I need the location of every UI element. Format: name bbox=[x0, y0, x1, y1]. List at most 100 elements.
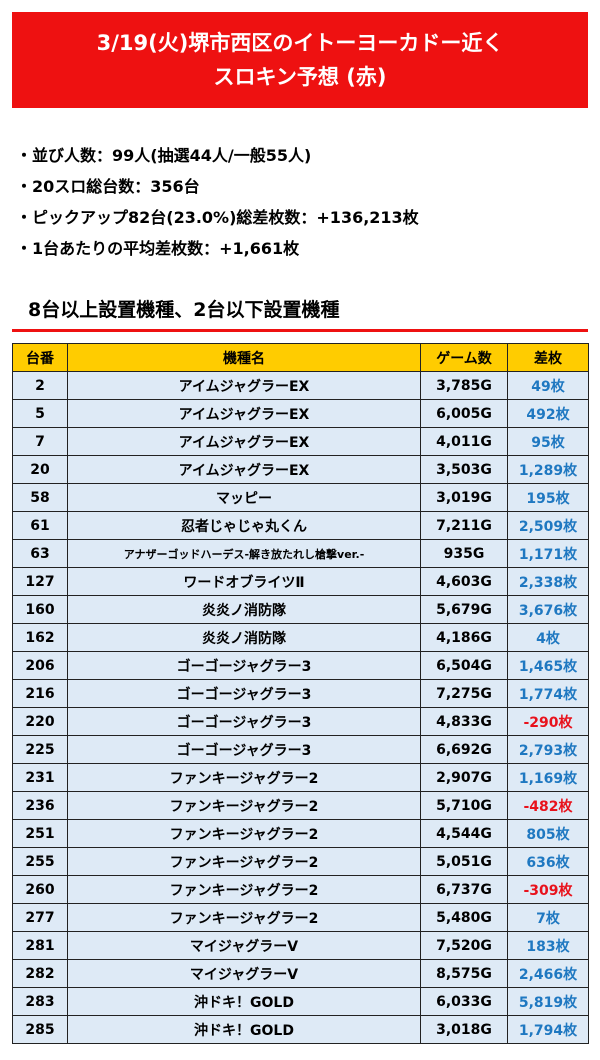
cell-machine-number: 260 bbox=[12, 875, 68, 904]
table-row: 216 ゴーゴージャグラー3 7,275G 1,774枚 bbox=[12, 679, 589, 708]
stat-average-diff: ・1台あたりの平均差枚数：+1,661枚 bbox=[16, 239, 300, 258]
table-row: 283 沖ドキ！GOLD 6,033G 5,819枚 bbox=[12, 987, 589, 1016]
cell-machine-name: アナザーゴッドハーデス-解き放たれし槍撃ver.- bbox=[67, 539, 421, 568]
cell-machine-number: 58 bbox=[12, 483, 68, 512]
cell-difference: 1,171枚 bbox=[507, 539, 589, 568]
table-header-row: 台番 機種名 ゲーム数 差枚 bbox=[12, 343, 589, 372]
table-row: 277 ファンキージャグラー2 5,480G 7枚 bbox=[12, 903, 589, 932]
header-machine-number: 台番 bbox=[12, 343, 68, 372]
cell-difference: 492枚 bbox=[507, 399, 589, 428]
cell-machine-name: ゴーゴージャグラー3 bbox=[67, 735, 421, 764]
cell-game-count: 6,504G bbox=[420, 651, 508, 680]
cell-difference: 636枚 bbox=[507, 847, 589, 876]
cell-machine-name: ゴーゴージャグラー3 bbox=[67, 679, 421, 708]
cell-machine-name: マッピー bbox=[67, 483, 421, 512]
cell-game-count: 5,679G bbox=[420, 595, 508, 624]
title-line-2: スロキン予想 (赤) bbox=[213, 65, 387, 89]
cell-machine-name: アイムジャグラーEX bbox=[67, 455, 421, 484]
cell-machine-number: 206 bbox=[12, 651, 68, 680]
cell-machine-number: 236 bbox=[12, 791, 68, 820]
section-title: 8台以上設置機種、2台以下設置機種 bbox=[12, 292, 588, 332]
table-row: 220 ゴーゴージャグラー3 4,833G -290枚 bbox=[12, 707, 589, 736]
cell-difference: 1,794枚 bbox=[507, 1015, 589, 1044]
table-row: 63 アナザーゴッドハーデス-解き放たれし槍撃ver.- 935G 1,171枚 bbox=[12, 539, 589, 568]
cell-difference: 195枚 bbox=[507, 483, 589, 512]
stat-queue-count: ・並び人数：99人(抽選44人/一般55人) bbox=[16, 146, 312, 165]
cell-machine-number: 225 bbox=[12, 735, 68, 764]
cell-machine-name: ゴーゴージャグラー3 bbox=[67, 651, 421, 680]
cell-machine-name: 沖ドキ！GOLD bbox=[67, 987, 421, 1016]
cell-difference: 5,819枚 bbox=[507, 987, 589, 1016]
cell-machine-name: ファンキージャグラー2 bbox=[67, 819, 421, 848]
cell-game-count: 3,785G bbox=[420, 371, 508, 400]
table-row: 285 沖ドキ！GOLD 3,018G 1,794枚 bbox=[12, 1015, 589, 1044]
cell-game-count: 935G bbox=[420, 539, 508, 568]
cell-difference: 3,676枚 bbox=[507, 595, 589, 624]
cell-machine-name: 沖ドキ！GOLD bbox=[67, 1015, 421, 1044]
cell-machine-number: 251 bbox=[12, 819, 68, 848]
cell-machine-name: マイジャグラーV bbox=[67, 931, 421, 960]
cell-machine-name: 炎炎ノ消防隊 bbox=[67, 623, 421, 652]
table-body: 2 アイムジャグラーEX 3,785G 49枚 5 アイムジャグラーEX 6,005G 492… bbox=[12, 371, 589, 1044]
table-row: 231 ファンキージャグラー2 2,907G 1,169枚 bbox=[12, 763, 589, 792]
cell-game-count: 7,520G bbox=[420, 931, 508, 960]
stat-total-machines: ・20スロ総台数：356台 bbox=[16, 177, 200, 196]
cell-machine-number: 277 bbox=[12, 903, 68, 932]
table-row: 282 マイジャグラーV 8,575G 2,466枚 bbox=[12, 959, 589, 988]
cell-machine-name: ファンキージャグラー2 bbox=[67, 903, 421, 932]
title-banner: 3/19(火)堺市西区のイトーヨーカドー近く スロキン予想 (赤) bbox=[12, 12, 588, 108]
cell-machine-name: アイムジャグラーEX bbox=[67, 427, 421, 456]
cell-game-count: 7,275G bbox=[420, 679, 508, 708]
cell-game-count: 5,051G bbox=[420, 847, 508, 876]
cell-machine-number: 283 bbox=[12, 987, 68, 1016]
cell-machine-name: アイムジャグラーEX bbox=[67, 371, 421, 400]
cell-difference: -482枚 bbox=[507, 791, 589, 820]
cell-game-count: 3,019G bbox=[420, 483, 508, 512]
table-row: 206 ゴーゴージャグラー3 6,504G 1,465枚 bbox=[12, 651, 589, 680]
table-row: 5 アイムジャグラーEX 6,005G 492枚 bbox=[12, 399, 589, 428]
cell-difference: 49枚 bbox=[507, 371, 589, 400]
table-row: 61 忍者じゃじゃ丸くん 7,211G 2,509枚 bbox=[12, 511, 589, 540]
cell-machine-number: 7 bbox=[12, 427, 68, 456]
cell-game-count: 8,575G bbox=[420, 959, 508, 988]
cell-game-count: 4,603G bbox=[420, 567, 508, 596]
cell-machine-number: 285 bbox=[12, 1015, 68, 1044]
summary-stats: ・並び人数：99人(抽選44人/一般55人) ・20スロ総台数：356台 ・ピッ… bbox=[16, 140, 586, 264]
cell-game-count: 3,018G bbox=[420, 1015, 508, 1044]
results-table: 台番 機種名 ゲーム数 差枚 2 アイムジャグラーEX 3,785G 49枚 5 アイムジ… bbox=[12, 343, 589, 1044]
cell-difference: 4枚 bbox=[507, 623, 589, 652]
cell-machine-number: 281 bbox=[12, 931, 68, 960]
cell-machine-name: ファンキージャグラー2 bbox=[67, 875, 421, 904]
cell-difference: 2,793枚 bbox=[507, 735, 589, 764]
table-row: 260 ファンキージャグラー2 6,737G -309枚 bbox=[12, 875, 589, 904]
cell-game-count: 4,833G bbox=[420, 707, 508, 736]
table-row: 58 マッピー 3,019G 195枚 bbox=[12, 483, 589, 512]
cell-machine-number: 216 bbox=[12, 679, 68, 708]
cell-machine-number: 162 bbox=[12, 623, 68, 652]
cell-difference: -290枚 bbox=[507, 707, 589, 736]
header-game-count: ゲーム数 bbox=[420, 343, 508, 372]
cell-difference: 2,509枚 bbox=[507, 511, 589, 540]
cell-machine-number: 255 bbox=[12, 847, 68, 876]
cell-machine-name: 炎炎ノ消防隊 bbox=[67, 595, 421, 624]
table-row: 225 ゴーゴージャグラー3 6,692G 2,793枚 bbox=[12, 735, 589, 764]
cell-machine-number: 160 bbox=[12, 595, 68, 624]
cell-machine-number: 63 bbox=[12, 539, 68, 568]
cell-difference: 1,289枚 bbox=[507, 455, 589, 484]
cell-game-count: 5,480G bbox=[420, 903, 508, 932]
cell-difference: 2,338枚 bbox=[507, 567, 589, 596]
table-row: 251 ファンキージャグラー2 4,544G 805枚 bbox=[12, 819, 589, 848]
stat-pickup-total: ・ピックアップ82台(23.0%)総差枚数：+136,213枚 bbox=[16, 208, 419, 227]
table-row: 2 アイムジャグラーEX 3,785G 49枚 bbox=[12, 371, 589, 400]
cell-game-count: 2,907G bbox=[420, 763, 508, 792]
cell-difference: 7枚 bbox=[507, 903, 589, 932]
cell-difference: -309枚 bbox=[507, 875, 589, 904]
cell-game-count: 7,211G bbox=[420, 511, 508, 540]
cell-machine-number: 231 bbox=[12, 763, 68, 792]
cell-machine-name: ワードオブライツⅡ bbox=[67, 567, 421, 596]
cell-game-count: 6,692G bbox=[420, 735, 508, 764]
cell-machine-name: マイジャグラーV bbox=[67, 959, 421, 988]
table-row: 236 ファンキージャグラー2 5,710G -482枚 bbox=[12, 791, 589, 820]
cell-difference: 1,465枚 bbox=[507, 651, 589, 680]
cell-machine-number: 5 bbox=[12, 399, 68, 428]
